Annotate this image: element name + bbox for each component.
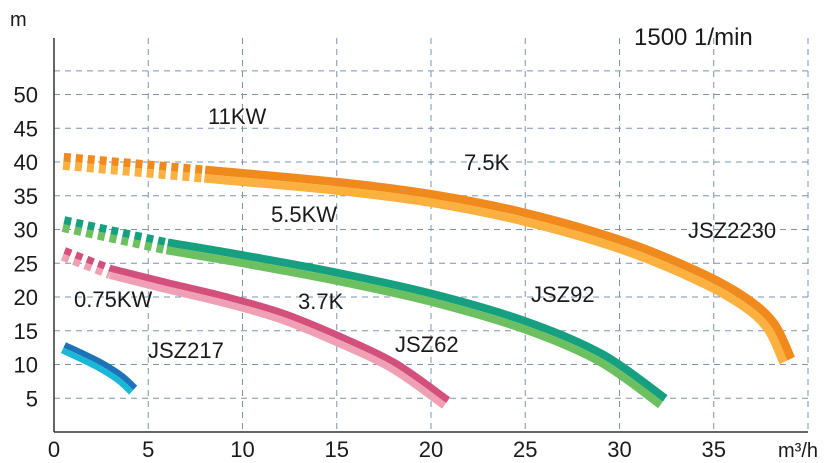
curve-band-bottom [63,342,138,391]
curve-dashed-band [63,247,114,273]
curve-dashed-band [63,216,169,247]
y-tick-label: 5 [26,386,38,411]
curve-band-top [204,174,788,365]
curve-dashed-band [63,152,206,175]
y-tick-label: 30 [14,218,38,243]
curve-band-top [60,347,134,395]
curve-band-bottom [204,165,795,361]
model-label-jsz92: JSZ92 [531,282,595,307]
curve-band-top [108,272,447,409]
power-label-11kw: 11KW [208,104,267,129]
model-label-jsz62: JSZ62 [395,332,459,357]
y-tick-label: 50 [14,83,38,108]
y-tick-label: 20 [14,285,38,310]
chart-axes [53,38,808,433]
y-tick-label: 45 [14,116,38,141]
curve-jsz217 [60,342,138,395]
model-label-jsz2230: JSZ2230 [688,218,776,243]
chart-grid [54,38,809,432]
pump-curves [60,152,795,409]
tick-labels: 0 5 10 15 20 25 30 35 5 10 15 20 25 30 35 40 45 50 [14,83,726,463]
x-tick-label: 5 [142,437,154,462]
y-axis-unit: m [10,9,27,31]
y-tick-label: 25 [14,251,38,276]
speed-label: 1500 1/min [634,24,753,51]
x-tick-label: 15 [325,437,349,462]
model-label-jsz217: JSZ217 [148,338,224,363]
curve-band-bottom [110,265,451,403]
x-axis-unit: m³/h [778,440,818,462]
x-tick-label: 35 [702,437,726,462]
power-label-3-7k: 3.7K [298,289,344,314]
x-tick-label: 30 [607,437,631,462]
power-label-0-75kw: 0.75KW [74,287,152,312]
x-tick-label: 0 [48,437,60,462]
curve-jsz62 [60,247,451,409]
power-label-7-5k: 7.5K [464,150,510,175]
curve-dashed-band [60,253,111,279]
y-tick-label: 10 [14,353,38,378]
curve-jsz2230 [62,152,795,365]
x-tick-label: 25 [513,437,537,462]
x-tick-label: 20 [419,437,443,462]
curve-band-top [165,246,663,409]
y-tick-label: 40 [14,150,38,175]
curve-dashed-band [61,224,168,255]
y-tick-label: 15 [14,319,38,344]
curve-jsz92 [61,216,668,409]
power-label-5-5kw: 5.5KW [271,202,337,227]
y-tick-label: 35 [14,184,38,209]
curve-band-bottom [167,238,668,402]
x-tick-label: 10 [230,437,254,462]
